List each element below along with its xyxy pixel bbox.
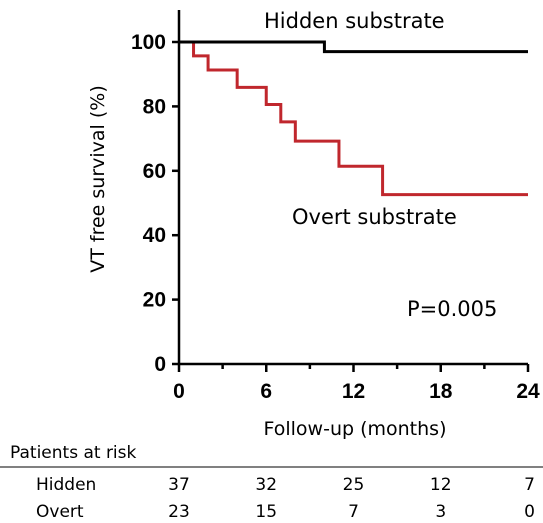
y-tick-label: 80 [143, 95, 166, 118]
x-axis-ticks: 0 6 12 18 24 [173, 364, 540, 403]
x-tick-label: 6 [260, 380, 272, 403]
risk-cell: 7 [348, 502, 359, 522]
y-axis-title: VT free survival (%) [87, 85, 109, 273]
y-tick-label: 40 [143, 224, 166, 247]
x-tick-label: 0 [173, 380, 185, 403]
risk-row-label: Overt [36, 502, 84, 522]
risk-cell: 7 [524, 475, 535, 495]
series-line-overt [179, 40, 528, 197]
x-tick-label: 18 [429, 380, 453, 403]
y-axis-ticks: 0 20 40 60 80 100 [131, 31, 179, 376]
y-tick-label: 60 [143, 160, 166, 183]
series-line-hidden [179, 40, 528, 54]
risk-table-rows: Hidden 37 32 25 12 7 Overt 23 15 7 3 0 [36, 475, 535, 522]
risk-cell: 23 [168, 502, 190, 522]
series-layer [179, 40, 528, 197]
risk-cell: 25 [343, 475, 365, 495]
risk-cell: 32 [255, 475, 277, 495]
p-value-label: P=0.005 [407, 297, 497, 321]
x-axis-title: Follow-up (months) [264, 418, 447, 440]
y-tick-label: 0 [154, 353, 166, 376]
risk-cell: 37 [168, 475, 190, 495]
risk-table-title: Patients at risk [10, 443, 137, 463]
risk-row-label: Hidden [36, 475, 96, 495]
risk-cell: 3 [435, 502, 446, 522]
y-tick-label: 20 [143, 289, 166, 312]
y-tick-label: 100 [131, 31, 166, 54]
risk-cell: 0 [524, 502, 535, 522]
series-label-overt: Overt substrate [292, 205, 457, 229]
x-tick-label: 12 [342, 380, 365, 403]
series-label-hidden: Hidden substrate [264, 9, 445, 33]
x-tick-label: 24 [516, 380, 540, 403]
risk-cell: 15 [255, 502, 277, 522]
risk-cell: 12 [430, 475, 452, 495]
